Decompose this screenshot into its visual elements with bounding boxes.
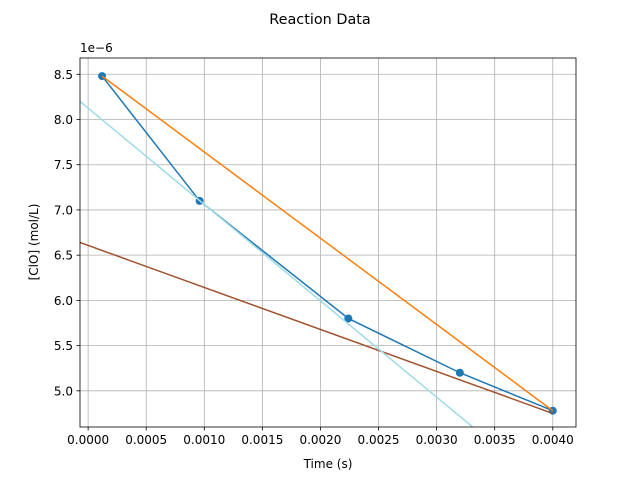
x-tick-label: 0.0040 (532, 433, 574, 447)
data-point (344, 314, 353, 323)
series-2 (101, 75, 554, 412)
y-tick-label: 8.5 (54, 68, 73, 82)
x-tick-label: 0.0015 (241, 433, 283, 447)
y-tick-label: 7.0 (54, 203, 73, 217)
series-layer (80, 72, 557, 427)
x-tick-label: 0.0035 (474, 433, 516, 447)
y-tick-label: 6.0 (54, 294, 73, 308)
x-tick-label: 0.0005 (125, 433, 167, 447)
y-offset-label: 1e−6 (80, 41, 113, 55)
x-tick-label: 0.0020 (299, 433, 341, 447)
y-tick-label: 6.5 (54, 249, 73, 263)
x-tick-label: 0.0010 (183, 433, 225, 447)
y-tick-label: 5.5 (54, 339, 73, 353)
chart-title: Reaction Data (269, 12, 370, 28)
y-tick-label: 5.0 (54, 384, 73, 398)
x-axis-label: Time (s) (303, 457, 353, 471)
y-tick-label: 8.0 (54, 113, 73, 127)
y-axis-label: [ClO] (mol/L) (27, 204, 41, 281)
grid (80, 58, 576, 427)
series-line (101, 75, 554, 412)
series-3 (80, 241, 554, 415)
plot-frame (79, 57, 577, 428)
series-4 (80, 100, 474, 427)
series-line (80, 241, 554, 415)
series-line (80, 100, 474, 427)
y-tick-label: 7.5 (54, 158, 73, 172)
x-tick-label: 0.0000 (67, 433, 109, 447)
x-axis: 0.0000 0.0005 0.0010 0.0015 0.0020 0.0025 0.00… (67, 427, 574, 447)
y-axis: 5.0 5.5 6.0 6.5 7.0 7.5 8.0 8.5 (54, 68, 80, 398)
data-point (455, 368, 464, 377)
x-tick-label: 0.0030 (416, 433, 458, 447)
x-tick-label: 0.0025 (358, 433, 400, 447)
